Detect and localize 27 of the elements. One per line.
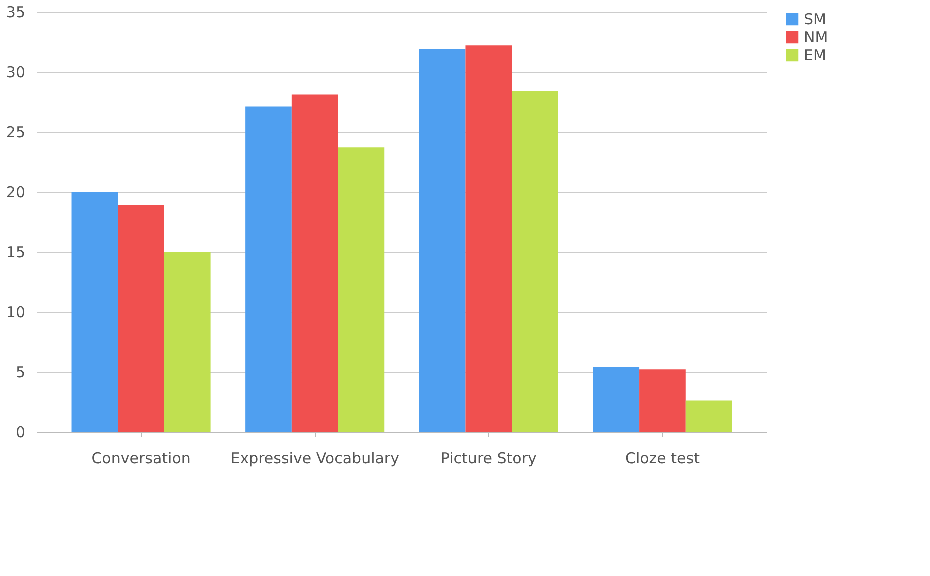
legend-label: EM xyxy=(804,46,826,64)
bar xyxy=(338,148,385,432)
x-tick-label: Cloze test xyxy=(625,450,700,468)
bar xyxy=(466,46,512,432)
bar xyxy=(419,49,466,432)
x-tick-label: Picture Story xyxy=(440,450,538,468)
bar xyxy=(512,91,558,432)
y-tick-label: 20 xyxy=(6,184,26,202)
y-tick-label: 10 xyxy=(6,304,26,322)
y-tick-label: 0 xyxy=(16,424,26,442)
y-tick-label: 30 xyxy=(6,64,26,82)
y-tick-label: 25 xyxy=(6,124,26,142)
x-tick-label: Conversation xyxy=(92,450,191,468)
bar xyxy=(72,192,118,432)
legend-label: SM xyxy=(804,10,826,28)
bar xyxy=(164,252,211,432)
y-tick-label: 5 xyxy=(16,364,26,382)
y-tick-label: 15 xyxy=(6,244,26,262)
bar xyxy=(593,367,640,432)
bar xyxy=(640,370,686,432)
x-tick-label: Expressive Vocabulary xyxy=(230,450,400,468)
legend-label: NM xyxy=(804,28,828,46)
y-tick-label: 35 xyxy=(6,4,26,22)
bar xyxy=(118,205,164,432)
bar xyxy=(292,94,338,432)
bar xyxy=(246,106,292,432)
bar xyxy=(686,400,732,432)
